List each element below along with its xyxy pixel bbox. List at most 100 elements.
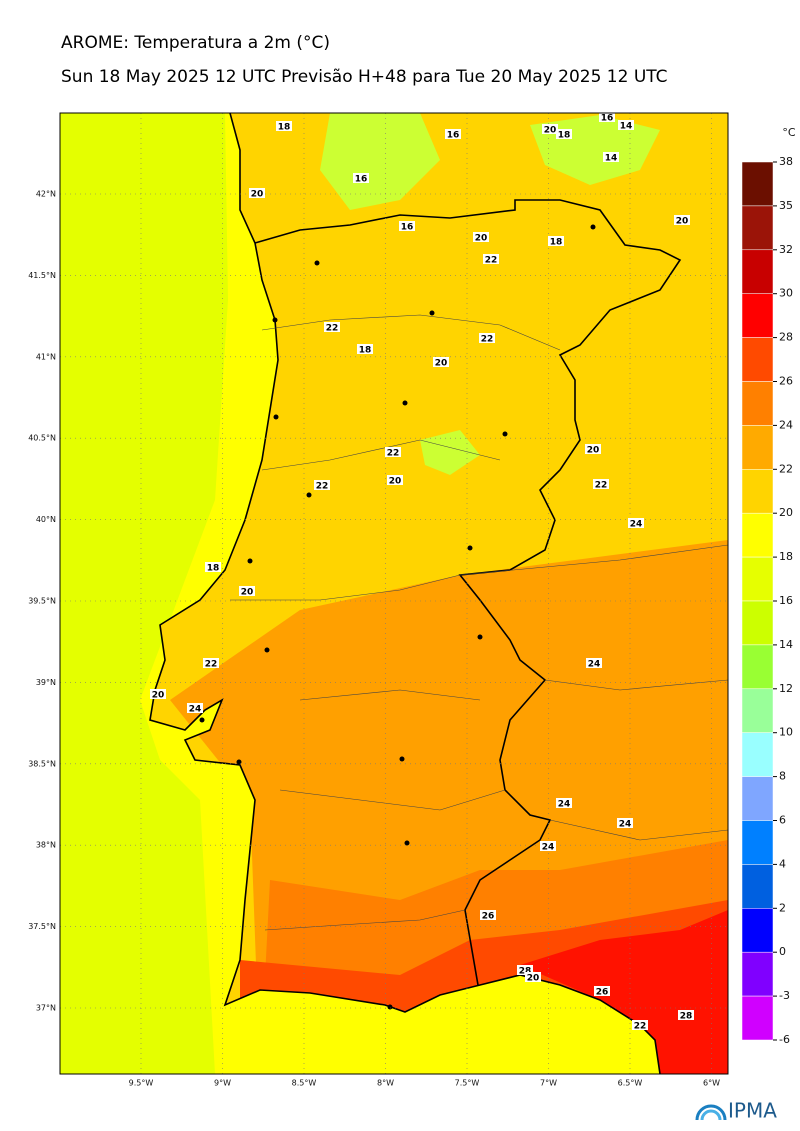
colorbar-band — [741, 995, 774, 1041]
contour-label-box — [628, 518, 644, 528]
colorbar-band — [741, 512, 774, 558]
contour-label-box — [483, 254, 499, 264]
district-lines — [230, 314, 728, 931]
contour-label: 26 — [482, 912, 495, 922]
lon-tick-label: 9.5°W — [129, 1079, 154, 1088]
lat-tick-label: 41.5°N — [28, 271, 56, 280]
colorbar-band — [741, 381, 774, 426]
border — [254, 199, 682, 986]
colorbar-tick-label: -6 — [779, 1033, 790, 1046]
contour-label: 22 — [481, 335, 494, 345]
open-sea — [60, 113, 228, 1074]
contour-label: 28 — [519, 967, 532, 977]
colorbar-unit: °C — [782, 126, 796, 139]
colorbar-band — [741, 908, 774, 953]
contour-label: 18 — [359, 346, 372, 356]
contour-label: 22 — [387, 449, 400, 459]
contour-label: 20 — [241, 588, 254, 598]
contour-label-box — [593, 479, 609, 489]
contour-label: 20 — [251, 190, 264, 200]
logo-text: IPMA — [728, 1099, 777, 1123]
contour-label: 22 — [485, 256, 498, 266]
cool-zone — [320, 113, 660, 210]
contour-label-box — [678, 1010, 694, 1020]
contour-label-box — [674, 215, 690, 225]
contour-label-box — [618, 120, 634, 130]
colorbar-tick-label: 32 — [779, 243, 793, 256]
contour-label-box — [387, 475, 403, 485]
cool-spot — [420, 430, 480, 475]
colorbar-band — [741, 425, 774, 470]
contour-label-box — [314, 480, 330, 490]
contour-label-box — [473, 232, 489, 242]
lat-tick-label: 40.5°N — [28, 434, 56, 443]
coastline — [149, 113, 661, 1074]
contour-label: 16 — [401, 223, 414, 233]
colorbar-tick-label: 38 — [779, 155, 793, 168]
contour-label: 26 — [596, 988, 609, 998]
contour-label-box — [603, 152, 619, 162]
contour-label-box — [324, 322, 340, 332]
lat-tick-label: 39.5°N — [28, 597, 56, 606]
contour-label: 24 — [542, 843, 555, 853]
contour-label-box — [599, 113, 615, 122]
contour-label: 24 — [588, 660, 601, 670]
contour-label: 28 — [680, 1012, 693, 1022]
contour-label: 20 — [676, 217, 689, 227]
contour-label-box — [239, 586, 255, 596]
contour-label: 24 — [189, 705, 202, 715]
contour-label: 22 — [595, 481, 608, 491]
colorbar-band — [741, 864, 774, 909]
subtitle: Sun 18 May 2025 12 UTC Previsão H+48 par… — [61, 67, 668, 87]
contour-label-box — [585, 444, 601, 454]
hottest-zone — [520, 910, 728, 1074]
contour-label: 16 — [601, 114, 614, 124]
contour-label: 18 — [550, 238, 563, 248]
contour-label: 22 — [326, 324, 339, 334]
colorbar-band — [741, 644, 774, 690]
colorbar-tick-label: 26 — [779, 375, 793, 388]
contour-label: 16 — [355, 175, 368, 185]
contour-label-box — [399, 221, 415, 231]
colorbar-band — [741, 249, 774, 294]
contour-label: 20 — [152, 691, 165, 701]
colorbar-tick-label: 30 — [779, 287, 793, 300]
lat-tick-label: 37°N — [36, 1004, 56, 1013]
contour-label-box — [480, 910, 496, 920]
map-frame — [59, 112, 729, 1075]
colorbar-tick-label: 22 — [779, 462, 793, 475]
lon-tick-label: 6°W — [703, 1079, 720, 1088]
colorbar-band — [741, 293, 774, 338]
contour-label-box — [276, 121, 292, 131]
contour-label-box — [385, 447, 401, 457]
lat-tick-label: 41°N — [36, 352, 56, 361]
contour-label-box — [632, 1020, 648, 1030]
colorbar-tick-label: 24 — [779, 418, 793, 431]
colorbar-tick-label: -3 — [779, 989, 790, 1002]
colorbar-tick-label: 0 — [779, 945, 786, 958]
colorbar-band — [741, 776, 774, 821]
colorbar-tick-label: 10 — [779, 726, 793, 739]
contour-label: 20 — [389, 477, 402, 487]
contour-label-box — [433, 357, 449, 367]
colorbar-tick-label: 35 — [779, 199, 793, 212]
logo: IPMA — [695, 1099, 777, 1123]
contour-label-box — [548, 236, 564, 246]
colorbar-tick-label: 8 — [779, 770, 786, 783]
contour-label: 24 — [558, 800, 571, 810]
contour-label-box — [150, 689, 166, 699]
colorbar-band — [741, 820, 774, 865]
colorbar-tick-label: 28 — [779, 331, 793, 344]
contour-label: 20 — [435, 359, 448, 369]
cities — [199, 224, 596, 1010]
contour-label: 22 — [205, 660, 218, 670]
lat-tick-label: 40°N — [36, 515, 56, 524]
contour-label-box — [556, 798, 572, 808]
colorbar-tick-label: 12 — [779, 682, 793, 695]
colorbar-tick-label: 14 — [779, 638, 793, 651]
contour-label: 22 — [634, 1022, 647, 1032]
contour-label-box — [617, 818, 633, 828]
contour-label-box — [525, 972, 541, 982]
title: AROME: Temperatura a 2m (°C) — [61, 33, 330, 53]
